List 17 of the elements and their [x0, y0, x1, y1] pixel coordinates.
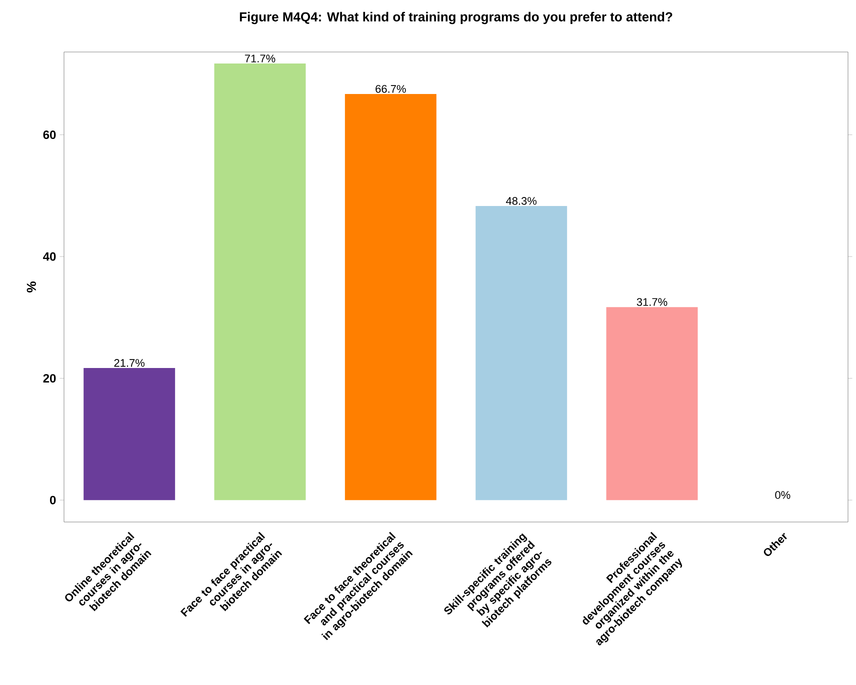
y-tick-label: 0 — [50, 496, 56, 504]
y-tick-label: 60 — [43, 130, 56, 140]
bar — [476, 206, 568, 500]
chart-title: Figure M4Q4: What kind of training programs do you prefer to attend? — [240, 12, 672, 24]
y-axis-title: % — [26, 282, 36, 292]
y-tick-label: 20 — [43, 374, 56, 383]
data-label: 71.7% — [244, 54, 276, 62]
y-tick-label: 40 — [43, 252, 56, 261]
data-label: 31.7% — [636, 298, 668, 306]
data-label: 21.7% — [114, 359, 145, 367]
data-label: 0% — [775, 491, 790, 499]
bar — [84, 368, 176, 500]
data-label: 48.3% — [506, 197, 537, 205]
bar — [606, 307, 698, 500]
bar — [214, 64, 306, 500]
data-label: 66.7% — [376, 85, 406, 93]
bar — [344, 94, 436, 500]
